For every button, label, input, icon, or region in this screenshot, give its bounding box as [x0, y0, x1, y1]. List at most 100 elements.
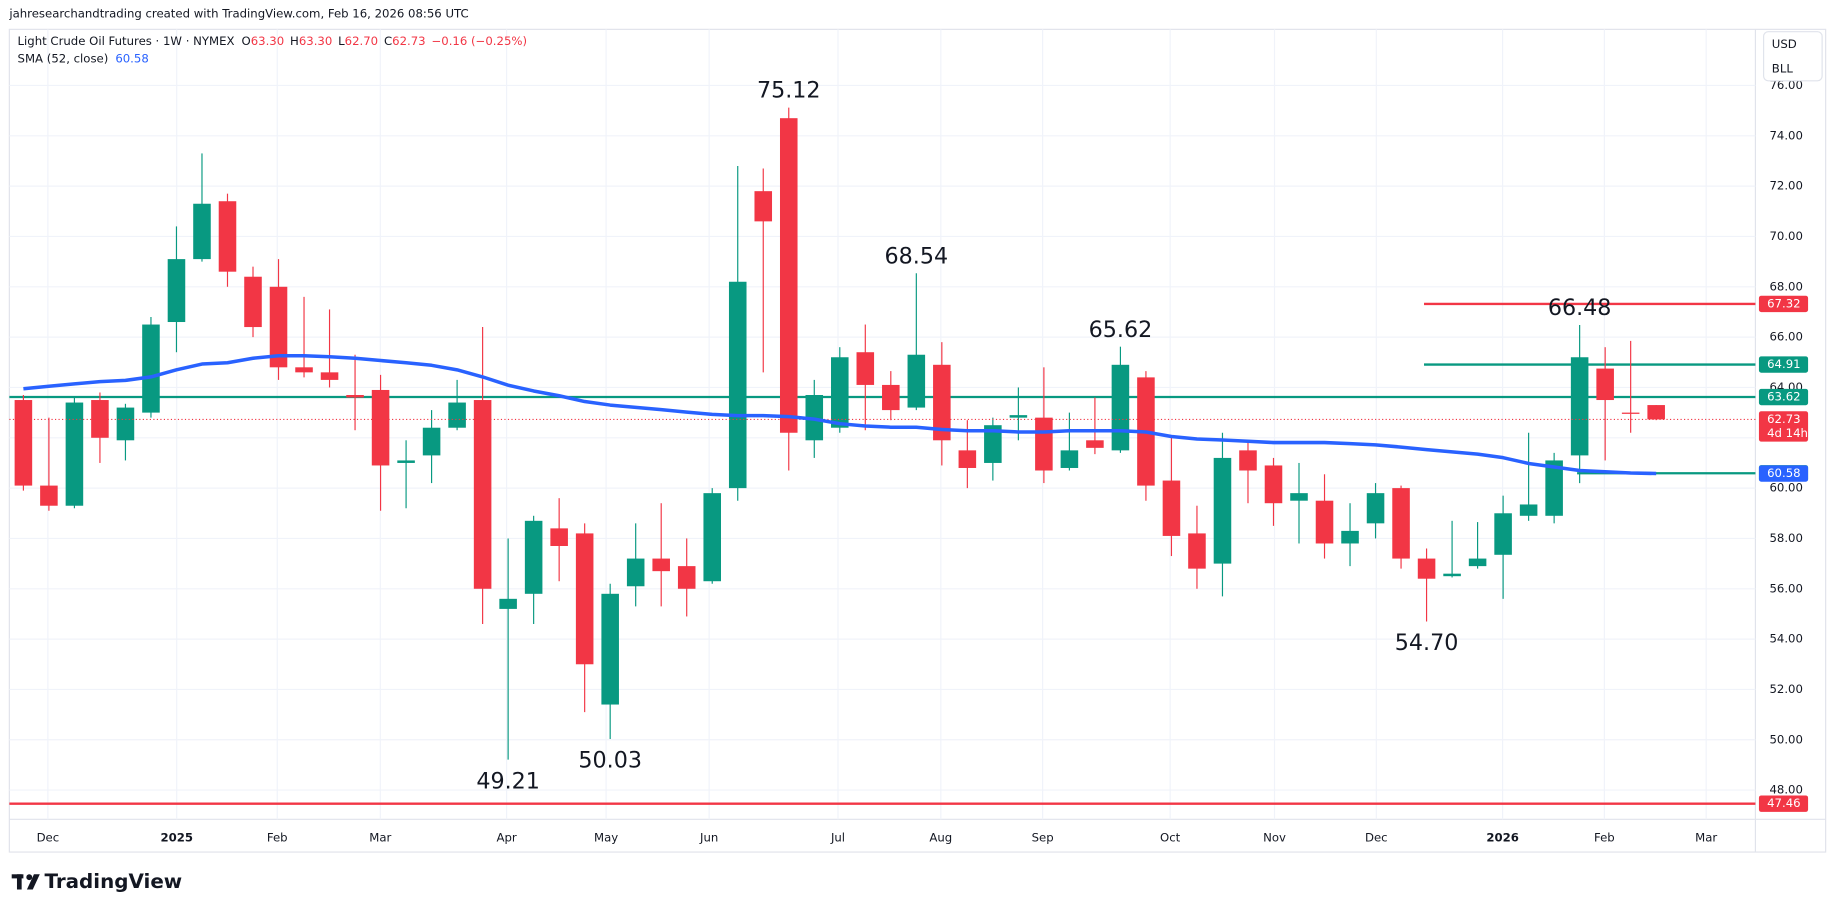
x-tick-label: Mar [369, 831, 391, 845]
candle-body [269, 286, 288, 368]
candle-body [193, 203, 211, 260]
candle-body [1392, 488, 1410, 559]
candle-body [907, 354, 926, 408]
candle-body [1443, 573, 1461, 577]
candle-body [40, 485, 58, 506]
x-tick-label: Dec [37, 831, 60, 845]
candle-body [882, 384, 900, 411]
price-tag [1758, 795, 1809, 812]
candle-body [1086, 440, 1104, 448]
y-tick-label: 54.00 [1769, 632, 1802, 646]
x-tick-label: Feb [267, 831, 288, 845]
candle-body [116, 407, 135, 441]
y-tick-label: 70.00 [1769, 229, 1802, 243]
attribution: jahresearchandtrading created with Tradi… [8, 7, 468, 21]
candle-body [1494, 513, 1512, 555]
candle-body [1188, 533, 1206, 569]
sma-value: 60.58 [115, 51, 148, 65]
candle-body [779, 118, 798, 433]
price-tag-label: 62.73 [1767, 412, 1800, 426]
x-tick-label: Sep [1032, 831, 1054, 845]
candle-body [499, 598, 517, 609]
unit: BLL [1772, 62, 1794, 76]
candle-body [218, 201, 237, 272]
x-tick-label: 2025 [160, 831, 193, 845]
legend-value: 63.30 [299, 34, 332, 48]
candle-body [1366, 493, 1385, 524]
candle-body [397, 460, 415, 463]
legend-value: 62.70 [345, 34, 378, 48]
candle-body [754, 191, 773, 222]
candle-body [575, 533, 594, 665]
candle-body [295, 367, 313, 373]
x-tick-label: Dec [1365, 831, 1388, 845]
candle-body [933, 364, 951, 441]
price-tag [1758, 465, 1809, 482]
x-tick-label: Jun [699, 831, 718, 845]
candle-body [856, 352, 875, 385]
y-tick-label: 48.00 [1769, 783, 1802, 797]
price-tag [1758, 388, 1809, 406]
x-tick-label: Feb [1594, 831, 1615, 845]
legend-value: 62.73 [392, 34, 425, 48]
currency: USD [1772, 37, 1797, 51]
candle-body [142, 324, 160, 413]
candle-body [550, 528, 568, 546]
candle-body [1468, 558, 1487, 567]
legend-key: L [338, 34, 345, 48]
price-tag-label: 47.46 [1767, 796, 1800, 810]
x-tick-label: Nov [1263, 831, 1286, 845]
x-tick-label: Jul [830, 831, 845, 845]
annotation: 65.62 [1089, 317, 1153, 343]
candle-body [1519, 504, 1538, 516]
annotation: 50.03 [578, 748, 642, 774]
brand-logo [11, 874, 40, 890]
annotation: 54.70 [1395, 630, 1459, 656]
candle-body [677, 566, 696, 589]
candle-body [1213, 457, 1232, 564]
annotation: 49.21 [476, 768, 540, 794]
candle-body [1239, 450, 1257, 471]
sma-name: SMA (52, close) [18, 51, 109, 65]
candle-body [1647, 405, 1665, 420]
y-tick-label: 74.00 [1769, 128, 1802, 142]
x-tick-label: 2026 [1486, 831, 1519, 845]
legend-key: C [384, 34, 392, 48]
frame [8, 28, 1827, 853]
candle-body [703, 493, 722, 582]
y-tick-label: 72.00 [1769, 179, 1802, 193]
x-tick-label: Apr [496, 831, 516, 845]
currency-box[interactable] [1763, 31, 1823, 82]
legend-key: O [242, 34, 251, 48]
x-tick-label: Aug [929, 831, 952, 845]
y-tick-label: 50.00 [1769, 732, 1802, 746]
candle-body [1162, 480, 1181, 536]
y-tick-label: 60.00 [1769, 481, 1802, 495]
grid [9, 29, 1756, 820]
candle-body [244, 276, 262, 328]
candle-body [1621, 412, 1640, 414]
candle-body [831, 357, 849, 428]
sma-line [23, 353, 1657, 476]
candle-body [626, 558, 645, 587]
x-tick-label: Oct [1160, 831, 1181, 845]
legend-value: 63.30 [251, 34, 284, 48]
y-tick-label: 68.00 [1769, 279, 1802, 293]
candle-body [958, 450, 977, 468]
price-tag [1758, 295, 1809, 313]
candle-body [1264, 465, 1283, 504]
candle-body [1111, 364, 1130, 451]
candle-body [422, 427, 441, 456]
y-tick-label: 76.00 [1769, 78, 1802, 92]
candle-body [320, 372, 339, 380]
plot [9, 107, 1756, 805]
candle-body [984, 425, 1002, 463]
annotation: 75.12 [757, 78, 821, 104]
price-tag-label: 63.62 [1767, 390, 1800, 404]
price-tag-label: 67.32 [1767, 296, 1800, 310]
annotation: 68.54 [885, 243, 949, 269]
candle-body [1596, 368, 1614, 401]
candle-body [91, 400, 109, 438]
